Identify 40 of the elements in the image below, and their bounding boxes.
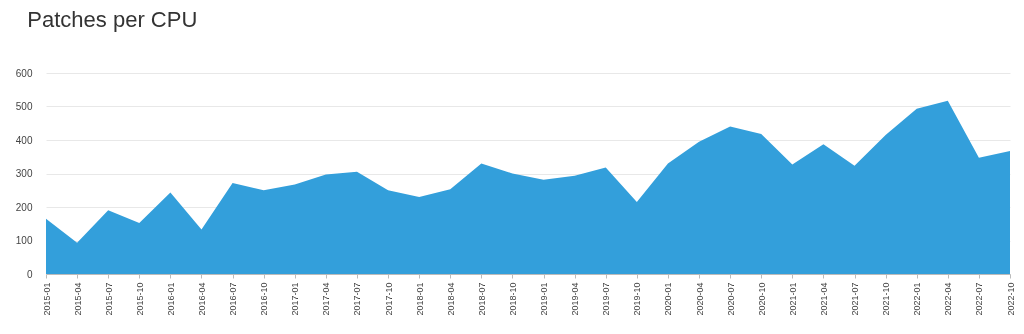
x-tick-label: 2015-01: [41, 282, 52, 316]
x-tick-label: 2018-07: [476, 282, 487, 316]
x-tick-label: 2017-01: [290, 282, 301, 316]
x-tick-label: 2019-04: [570, 282, 581, 316]
y-tick-label: 500: [15, 101, 33, 112]
x-tick-label: 2019-01: [539, 282, 550, 316]
y-tick-label: 0: [26, 268, 33, 280]
x-tick-label: 2021-10: [881, 282, 892, 316]
x-tick-label: 2016-10: [259, 282, 270, 316]
x-tick-label: 2020-01: [663, 282, 674, 316]
x-tick-label: 2019-10: [632, 282, 643, 316]
x-tick-label: 2018-01: [414, 282, 425, 316]
x-tick-label: 2017-10: [383, 282, 394, 316]
x-tick-label: 2016-07: [228, 282, 239, 316]
x-tick-label: 2015-07: [103, 282, 114, 316]
y-tick-label: 400: [15, 134, 33, 146]
x-tick-label: 2015-04: [72, 282, 83, 316]
x-tick-label: 2016-01: [165, 282, 176, 316]
y-tick-label: 200: [15, 201, 33, 213]
x-tick-label: 2020-04: [694, 282, 705, 316]
x-tick-label: 2018-10: [507, 282, 518, 316]
x-tick-label: 2021-04: [818, 282, 829, 316]
x-tick-label: 2017-04: [321, 282, 332, 316]
x-tick-label: 2020-07: [725, 282, 736, 316]
x-tick-label: 2022-07: [974, 282, 985, 316]
x-tick-label: 2017-07: [352, 282, 363, 316]
y-tick-label: 600: [15, 67, 33, 79]
x-tick-label: 2019-07: [601, 282, 612, 316]
x-tick-label: 2022-01: [912, 282, 923, 316]
x-tick-label: 2021-07: [850, 282, 861, 316]
x-tick-label: 2020-10: [756, 282, 767, 316]
x-tick-label: 2021-01: [787, 282, 798, 316]
chart-title: Patches per CPU: [27, 7, 198, 32]
x-tick-label: 2018-04: [445, 282, 456, 316]
y-tick-label: 300: [15, 168, 33, 179]
x-tick-label: 2022-10: [1005, 282, 1016, 316]
x-tick-label: 2016-04: [196, 282, 207, 316]
x-tick-label: 2015-10: [134, 282, 145, 316]
y-tick-label: 100: [15, 235, 33, 246]
x-tick-label: 2022-04: [943, 282, 954, 316]
